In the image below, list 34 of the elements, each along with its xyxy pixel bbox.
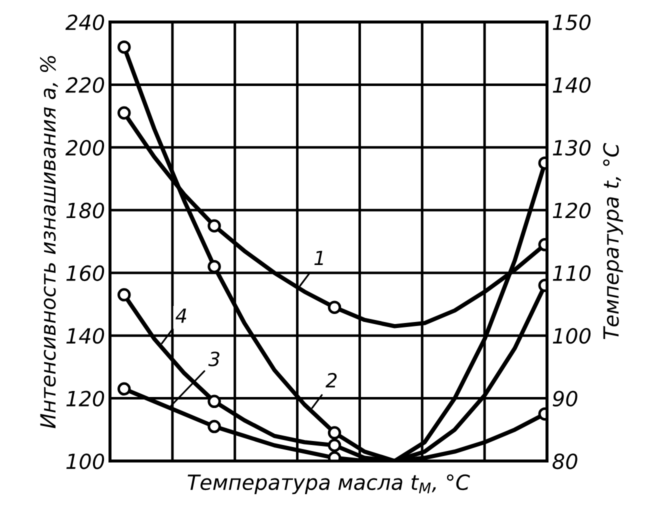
y-tick-label: 140: [66, 328, 104, 344]
y-tick-label: 180: [66, 202, 104, 218]
series-label: 1: [314, 250, 323, 266]
point: [328, 426, 342, 440]
y-tick-label: 220: [65, 77, 104, 93]
y-tick-label: 240: [65, 14, 104, 30]
y2-tick-label: 90: [552, 390, 578, 406]
y2-tick-label: 80: [552, 453, 578, 470]
point: [117, 106, 131, 120]
y2-tick-label: 140: [552, 77, 591, 93]
point: [117, 382, 131, 396]
point: [208, 394, 221, 408]
y2-tick-label: 110: [552, 265, 591, 282]
y2-tick-label: 130: [552, 140, 591, 156]
y-axis-title: Интенсивность изнашивания a, %: [40, 56, 58, 428]
y-tick-label: 100: [66, 453, 104, 470]
series-label: 4: [176, 308, 186, 323]
y-tick-label: 160: [66, 265, 104, 282]
text: 3: [208, 352, 220, 366]
point: [328, 300, 342, 314]
point: [328, 438, 342, 452]
x-axis-title: Температура масла t$_{М}$, °C: [188, 474, 470, 494]
y2-tick-label: 120: [552, 202, 591, 218]
y2-tick-label: 100: [552, 328, 591, 344]
point: [208, 420, 221, 434]
y2-tick-label: 150: [552, 14, 591, 30]
series-label: 2: [326, 372, 337, 388]
point: [117, 288, 131, 302]
point: [117, 40, 131, 54]
point: [208, 260, 221, 274]
y2-axis-title: Температура t, °C: [603, 143, 623, 340]
y-tick-label: 200: [65, 140, 104, 156]
point: [208, 219, 221, 232]
y-tick-label: 120: [66, 390, 104, 406]
